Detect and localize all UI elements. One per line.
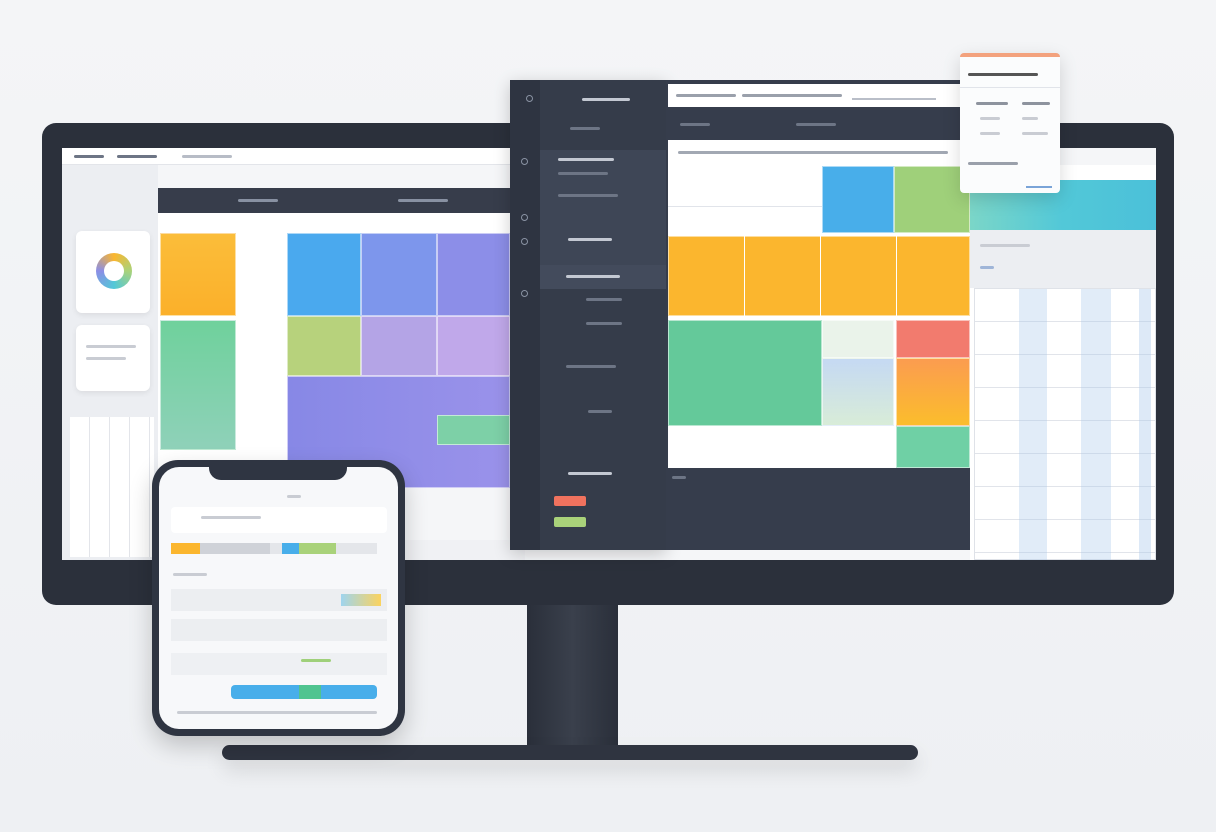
phone-row[interactable] — [171, 619, 387, 641]
left-toolbar — [62, 148, 525, 165]
event-block[interactable] — [896, 426, 970, 468]
event-block[interactable] — [160, 233, 236, 316]
event-block[interactable] — [437, 233, 510, 316]
settings-icon[interactable] — [521, 214, 528, 221]
event-block[interactable] — [668, 320, 822, 426]
sidebar-item[interactable] — [588, 410, 612, 413]
date-header-row — [668, 140, 970, 166]
sidebar-card[interactable] — [76, 231, 150, 313]
sidebar-item-active[interactable] — [540, 265, 666, 289]
phone-progress-bar — [171, 543, 377, 554]
phone-action-button[interactable] — [231, 685, 377, 699]
bell-icon[interactable] — [521, 290, 528, 297]
mini-calendar[interactable] — [70, 417, 154, 557]
phone-screen — [159, 467, 398, 729]
main-toolbar — [668, 84, 970, 107]
phone-notch — [209, 467, 347, 480]
user-icon[interactable] — [521, 238, 528, 245]
floating-event-card[interactable] — [960, 53, 1060, 193]
event-block[interactable] — [160, 320, 236, 450]
event-block[interactable] — [287, 316, 361, 376]
sidebar-selected-section[interactable] — [540, 150, 666, 265]
phone-frame — [152, 460, 405, 736]
event-block[interactable] — [361, 316, 437, 376]
sidebar-item[interactable] — [586, 298, 622, 301]
left-sidebar — [62, 165, 158, 560]
event-block[interactable] — [822, 320, 894, 358]
event-block[interactable] — [894, 166, 970, 233]
event-block[interactable] — [437, 316, 510, 376]
event-block[interactable] — [437, 415, 510, 445]
tag-green[interactable] — [554, 517, 586, 527]
search-icon[interactable] — [526, 95, 533, 102]
event-block[interactable] — [668, 236, 970, 316]
tag-red[interactable] — [554, 496, 586, 506]
dark-sidebar-panel — [510, 80, 666, 550]
left-calendar-header — [158, 188, 510, 213]
icon-rail — [510, 80, 540, 550]
calendar-icon[interactable] — [521, 158, 528, 165]
phone-row[interactable] — [171, 653, 387, 675]
monitor-stand-base — [222, 745, 918, 760]
sidebar-item[interactable] — [586, 322, 622, 325]
sidebar-card-2[interactable] — [76, 325, 150, 391]
phone-card[interactable] — [171, 507, 387, 533]
zoom-slider[interactable] — [852, 98, 936, 100]
main-calendar-grid[interactable] — [668, 166, 970, 468]
right-panel — [970, 165, 1156, 560]
sidebar-item[interactable] — [566, 365, 616, 368]
schedule-table[interactable] — [974, 288, 1156, 560]
event-block[interactable] — [361, 233, 437, 316]
event-block[interactable] — [822, 358, 894, 426]
phone-row[interactable] — [171, 589, 387, 611]
event-block[interactable] — [896, 320, 970, 358]
main-calendar-panel — [666, 80, 970, 550]
monitor-stand-neck — [527, 600, 618, 750]
event-block[interactable] — [287, 233, 361, 316]
event-block[interactable] — [822, 166, 894, 233]
event-block[interactable] — [896, 358, 970, 426]
left-calendar-grid[interactable] — [158, 213, 510, 488]
